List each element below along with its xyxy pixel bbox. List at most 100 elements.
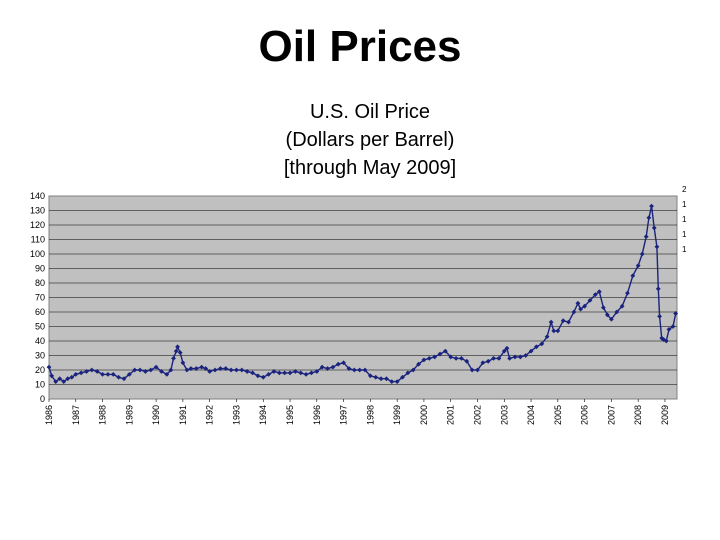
data-point: [400, 374, 405, 380]
data-point: [592, 292, 598, 297]
data-point: [180, 360, 186, 366]
x-tick-label: 2002: [472, 405, 482, 425]
data-point: [110, 371, 116, 377]
data-point: [73, 371, 79, 377]
data-point: [341, 360, 346, 366]
data-point: [362, 367, 368, 373]
data-point: [651, 225, 657, 231]
data-point: [587, 298, 593, 303]
data-point: [314, 369, 320, 374]
data-point: [410, 367, 416, 373]
data-point: [663, 338, 669, 344]
x-tick-label: 1995: [285, 405, 295, 425]
x-tick-label: 2005: [553, 405, 563, 425]
data-point: [89, 367, 95, 373]
data-point: [94, 369, 100, 374]
data-point: [84, 369, 89, 374]
data-point: [309, 370, 314, 376]
data-point: [539, 341, 545, 347]
data-point: [346, 366, 352, 371]
x-tick-label: 1997: [339, 405, 349, 425]
y-tick-label: 110: [31, 235, 45, 245]
data-point: [619, 303, 625, 309]
y-tick-label: 0: [40, 394, 45, 404]
x-tick-label: 1991: [178, 405, 188, 425]
data-point: [575, 300, 581, 306]
y-tick-label: 140: [30, 191, 45, 201]
y-axis-ticks: 0 10 20 30 40 50 60 70 80 90 100 110 120 130 140: [30, 191, 45, 404]
x-tick-label: 2009: [660, 405, 670, 425]
chart-title-line-1: U.S. Oil Price: [309, 101, 431, 123]
data-point: [639, 251, 645, 257]
data-point: [469, 367, 475, 373]
data-point: [351, 367, 357, 373]
chart-title-line-3: [through May 2009]: [283, 157, 457, 179]
data-point: [625, 290, 630, 296]
data-point: [442, 348, 448, 354]
data-point: [551, 328, 557, 334]
data-point: [105, 371, 111, 377]
data-point: [614, 309, 620, 315]
y-tick-label: 130: [30, 206, 45, 216]
data-point: [673, 311, 679, 316]
data-point: [367, 373, 373, 379]
data-point: [325, 366, 330, 371]
data-point: [148, 367, 154, 373]
y-tick-label: 80: [35, 278, 45, 288]
data-point: [507, 356, 513, 361]
price-series: [46, 203, 679, 384]
x-tick-label: 1986: [44, 405, 54, 425]
data-point: [378, 376, 384, 382]
data-point: [464, 358, 470, 364]
data-point: [405, 370, 411, 376]
data-point: [61, 379, 67, 384]
y-tick-label: 90: [35, 264, 45, 274]
data-point: [548, 319, 554, 325]
data-point: [137, 367, 143, 373]
data-point: [335, 361, 341, 367]
x-tick-label: 2007: [606, 405, 616, 425]
data-point: [153, 364, 159, 370]
data-point: [491, 356, 496, 361]
data-point: [534, 344, 539, 350]
data-point: [57, 376, 63, 382]
x-axis-ticks: 1986 1987 1988 1989 1990 1991 1992 1993 1994 1995…: [44, 399, 670, 425]
data-point: [480, 360, 486, 366]
data-point: [228, 367, 234, 373]
x-tick-label: 2004: [526, 405, 536, 425]
data-point: [239, 367, 245, 373]
data-point: [244, 369, 250, 374]
data-point: [143, 369, 148, 374]
stray-labels: 2 1 1 1 1: [682, 185, 687, 254]
data-point: [287, 370, 293, 376]
data-point: [69, 374, 75, 380]
data-point: [276, 370, 282, 376]
data-point: [255, 373, 261, 379]
data-point: [657, 313, 662, 319]
data-point: [459, 356, 464, 361]
data-point: [266, 371, 271, 377]
data-point: [571, 309, 577, 315]
data-point: [608, 316, 614, 322]
stray-label: 2: [682, 185, 687, 194]
data-point: [177, 350, 183, 355]
data-point: [635, 263, 641, 268]
data-point: [65, 376, 71, 382]
data-point: [212, 367, 218, 373]
data-point: [282, 370, 288, 376]
data-point: [319, 364, 325, 370]
data-point: [168, 367, 174, 373]
data-point: [373, 374, 379, 380]
data-point: [271, 369, 277, 374]
y-tick-label: 10: [35, 380, 45, 390]
stray-label: 1: [682, 245, 687, 254]
data-point: [193, 366, 199, 371]
chart-title-line-2: (Dollars per Barrel): [285, 129, 455, 151]
data-point: [53, 379, 59, 384]
data-point: [501, 348, 507, 354]
x-tick-label: 2001: [446, 405, 456, 425]
y-tick-label: 120: [30, 220, 45, 230]
x-tick-label: 2008: [633, 405, 643, 425]
data-point: [416, 361, 421, 367]
data-point: [49, 373, 55, 379]
